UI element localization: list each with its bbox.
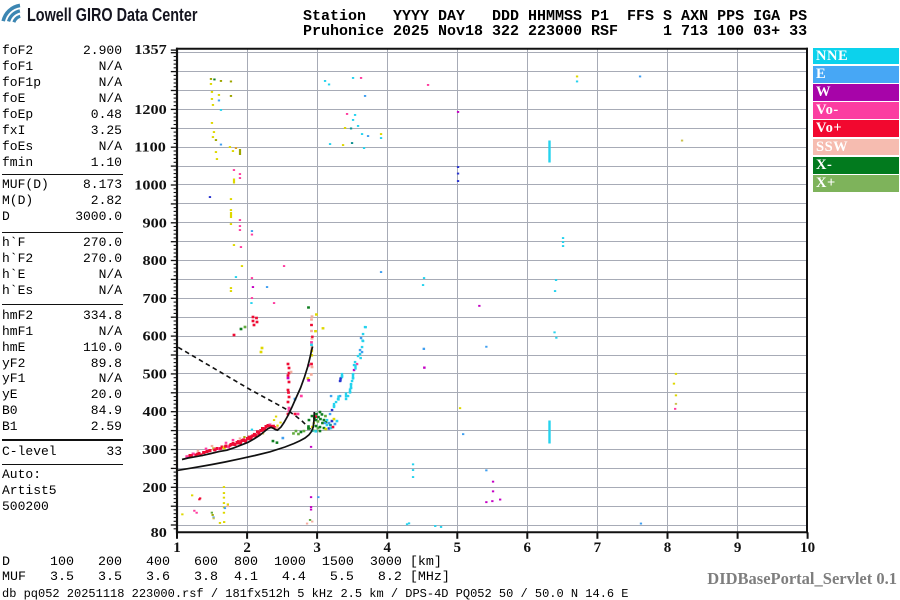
svg-text:1357: 1357 bbox=[134, 43, 167, 57]
svg-text:10: 10 bbox=[800, 540, 815, 556]
svg-text:500: 500 bbox=[143, 368, 167, 382]
svg-text:300: 300 bbox=[143, 443, 167, 457]
svg-text:9: 9 bbox=[734, 540, 742, 556]
svg-text:200: 200 bbox=[143, 481, 167, 495]
svg-text:700: 700 bbox=[143, 292, 167, 306]
svg-text:2: 2 bbox=[243, 540, 251, 556]
svg-text:1200: 1200 bbox=[134, 103, 166, 117]
svg-text:4: 4 bbox=[383, 540, 391, 556]
svg-text:900: 900 bbox=[143, 217, 167, 231]
svg-text:800: 800 bbox=[143, 254, 167, 268]
svg-text:5: 5 bbox=[454, 540, 462, 556]
svg-text:400: 400 bbox=[143, 405, 167, 419]
svg-text:1100: 1100 bbox=[134, 141, 166, 155]
svg-text:3: 3 bbox=[313, 540, 321, 556]
svg-text:600: 600 bbox=[143, 330, 167, 344]
svg-text:6: 6 bbox=[524, 540, 532, 556]
svg-text:1: 1 bbox=[173, 540, 181, 556]
svg-text:80: 80 bbox=[151, 526, 167, 540]
svg-text:1000: 1000 bbox=[134, 179, 166, 193]
svg-text:7: 7 bbox=[594, 540, 602, 556]
svg-text:8: 8 bbox=[664, 540, 672, 556]
